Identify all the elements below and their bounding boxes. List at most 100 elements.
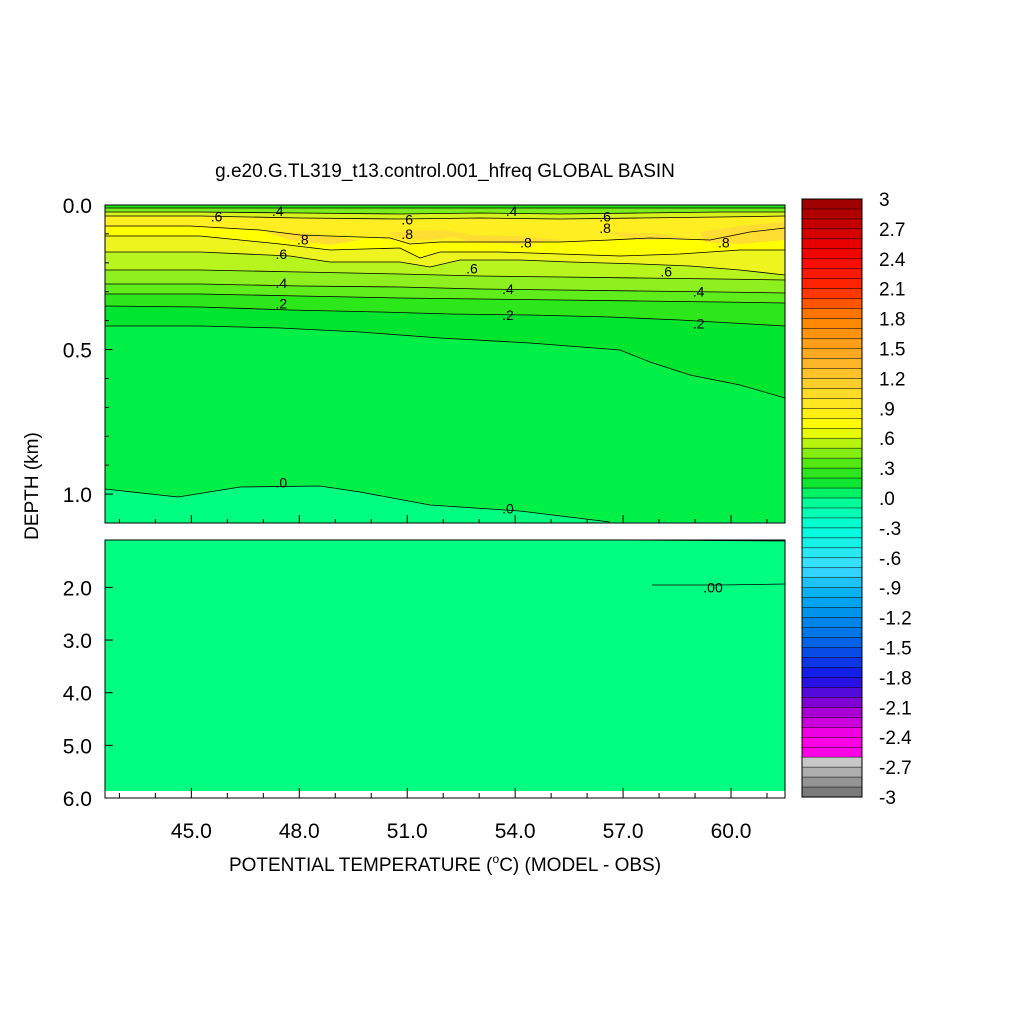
colorbar-label: -3 xyxy=(879,788,896,809)
colorbar-segment xyxy=(801,756,863,768)
colorbar-label: -.9 xyxy=(879,579,901,600)
contour-label-text: .4 xyxy=(275,275,287,291)
colorbar-segment xyxy=(801,388,863,399)
colorbar-segment xyxy=(801,677,863,688)
x-tick-label: 51.0 xyxy=(387,820,428,843)
colorbar-label: -1.8 xyxy=(879,668,912,689)
colorbar-label: -.3 xyxy=(879,519,901,540)
contour-label: .6 xyxy=(466,261,478,277)
contour-label: .8 xyxy=(520,235,532,251)
colorbar-label: 3 xyxy=(879,190,890,211)
colorbar-segment xyxy=(801,527,863,539)
contour-label-text: .6 xyxy=(599,209,611,225)
colorbar-segment xyxy=(801,208,863,220)
contour-label: .4 xyxy=(272,203,284,219)
y-tick-label: 1.0 xyxy=(63,484,92,507)
contour-labels: .6.4.6.8.4.6.8.8.8.8.6.6.6.4.4.4.2.2.2.0… xyxy=(211,203,730,596)
x-tick-label: 54.0 xyxy=(495,820,536,843)
colorbar-label: .9 xyxy=(879,399,895,420)
colorbar-segment xyxy=(801,218,863,230)
colorbar-segment xyxy=(801,786,863,798)
colorbar-label: 1.8 xyxy=(879,310,905,331)
contour-label: .4 xyxy=(693,284,705,300)
y-tick-label: 6.0 xyxy=(63,788,92,811)
contour-line-lower-00 xyxy=(652,583,785,586)
colorbar-segment xyxy=(801,268,863,280)
band-lower-0.0-0.1 xyxy=(105,540,785,798)
contour-label: .8 xyxy=(718,235,730,251)
contour-label-text: .6 xyxy=(275,246,287,262)
colorbar-segment xyxy=(801,497,863,509)
colorbar-segment xyxy=(801,328,863,340)
colorbar-segment xyxy=(801,687,863,698)
contour-label: .6 xyxy=(401,211,413,227)
contour-label-text: .4 xyxy=(693,284,705,300)
colorbar-label: -.6 xyxy=(879,549,901,570)
band-1.0-1.1 xyxy=(265,222,785,245)
y-tick-label: 0.5 xyxy=(63,340,92,363)
contour-label: .2 xyxy=(693,316,705,332)
colorbar-segment xyxy=(801,577,863,589)
contour-label-text: .8 xyxy=(520,235,532,251)
contour-label-text: .0 xyxy=(275,475,287,491)
contour-label: .00 xyxy=(703,579,723,595)
contour-label-text: .6 xyxy=(401,211,413,227)
colorbar-segment xyxy=(801,607,863,619)
y-tick-label: 3.0 xyxy=(63,630,92,653)
contour-label-text: .0 xyxy=(502,501,514,517)
colorbar-label: -1.5 xyxy=(879,639,912,660)
bottom-strip xyxy=(105,791,785,798)
colorbar-segment xyxy=(801,657,863,668)
colorbar-segment xyxy=(801,517,863,529)
colorbar-segment xyxy=(801,557,863,569)
colorbar-label: 2.4 xyxy=(879,250,906,271)
lower-panel-frame xyxy=(104,539,786,799)
colorbar-segment xyxy=(801,726,863,738)
contour-label-text: .6 xyxy=(660,263,672,279)
y-axis-lower: 2.0 3.0 4.0 5.0 6.0 xyxy=(63,577,113,811)
colorbar-segment xyxy=(801,338,863,350)
contour-label-text: .2 xyxy=(275,295,287,311)
colorbar-segment xyxy=(801,736,863,748)
x-tick-label: 48.0 xyxy=(279,820,320,843)
contour-label-text: .8 xyxy=(718,235,730,251)
contour-label-text: .2 xyxy=(693,316,705,332)
colorbar-label: -2.4 xyxy=(879,728,912,749)
contour-label-text: .8 xyxy=(401,226,413,242)
colorbar-segment xyxy=(801,477,863,489)
contour-label: .4 xyxy=(502,281,514,297)
colorbar-segment xyxy=(801,258,863,270)
chart-title: g.e20.G.TL319_t13.control.001_hfreq GLOB… xyxy=(215,161,675,182)
x-axis-label: POTENTIAL TEMPERATURE (oC) (MODEL - OBS) xyxy=(229,852,661,876)
colorbar-label: -2.7 xyxy=(879,758,912,779)
colorbar-label: 1.5 xyxy=(879,340,905,361)
colorbar-label: .0 xyxy=(879,489,895,510)
colorbar-label: 2.1 xyxy=(879,280,905,301)
contour-label: .6 xyxy=(599,209,611,225)
colorbar-segment xyxy=(801,238,863,250)
contour-label: .2 xyxy=(502,307,514,323)
colorbar-segment xyxy=(801,617,863,629)
colorbar-segment xyxy=(801,547,863,559)
contour-label: .8 xyxy=(599,220,611,236)
lower-panel xyxy=(105,540,785,798)
colorbar-segment xyxy=(801,427,863,439)
colorbar-segment xyxy=(801,597,863,609)
colorbar-label: -2.1 xyxy=(879,698,912,719)
contour-label: .0 xyxy=(275,475,287,491)
x-axis-label-post: C) (MODEL - OBS) xyxy=(499,855,661,876)
colorbar-segment xyxy=(801,198,863,210)
colorbar-segment xyxy=(801,707,863,718)
colorbar-label: 1.2 xyxy=(879,369,905,390)
colorbar-segment xyxy=(801,248,863,260)
colorbar-segment xyxy=(801,308,863,320)
colorbar-segment xyxy=(801,667,863,678)
x-axis: 45.0 48.0 51.0 54.0 57.0 60.0 xyxy=(118,515,768,843)
contour-label: .4 xyxy=(506,203,518,219)
contour-lines-upper xyxy=(105,207,785,523)
colorbar-segment xyxy=(801,418,863,429)
colorbar-segment xyxy=(801,746,863,758)
y-tick-label: 0.0 xyxy=(63,195,92,218)
band-0.2-0.3-top xyxy=(105,205,785,208)
